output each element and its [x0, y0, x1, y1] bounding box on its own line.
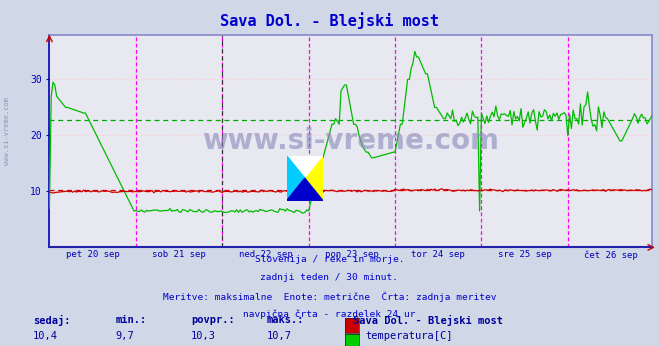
Text: 10,7: 10,7 — [267, 331, 292, 342]
Text: Meritve: maksimalne  Enote: metrične  Črta: zadnja meritev: Meritve: maksimalne Enote: metrične Črta… — [163, 291, 496, 302]
Text: povpr.:: povpr.: — [191, 315, 235, 325]
Text: sedaj:: sedaj: — [33, 315, 71, 326]
Text: 10,3: 10,3 — [191, 331, 216, 342]
Text: Sava Dol. - Blejski most: Sava Dol. - Blejski most — [353, 315, 503, 326]
Text: temperatura[C]: temperatura[C] — [366, 331, 453, 342]
Text: min.:: min.: — [115, 315, 146, 325]
Text: maks.:: maks.: — [267, 315, 304, 325]
Text: Slovenija / reke in morje.: Slovenija / reke in morje. — [255, 255, 404, 264]
Text: zadnji teden / 30 minut.: zadnji teden / 30 minut. — [260, 273, 399, 282]
Text: 9,7: 9,7 — [115, 331, 134, 342]
Polygon shape — [287, 178, 323, 201]
Polygon shape — [287, 156, 323, 201]
Text: 10,4: 10,4 — [33, 331, 58, 342]
Polygon shape — [287, 156, 323, 201]
Text: www.si-vreme.com: www.si-vreme.com — [202, 127, 500, 155]
Text: navpična črta - razdelek 24 ur: navpična črta - razdelek 24 ur — [243, 309, 416, 319]
Text: Sava Dol. - Blejski most: Sava Dol. - Blejski most — [220, 12, 439, 29]
Text: www.si-vreme.com: www.si-vreme.com — [3, 98, 10, 165]
